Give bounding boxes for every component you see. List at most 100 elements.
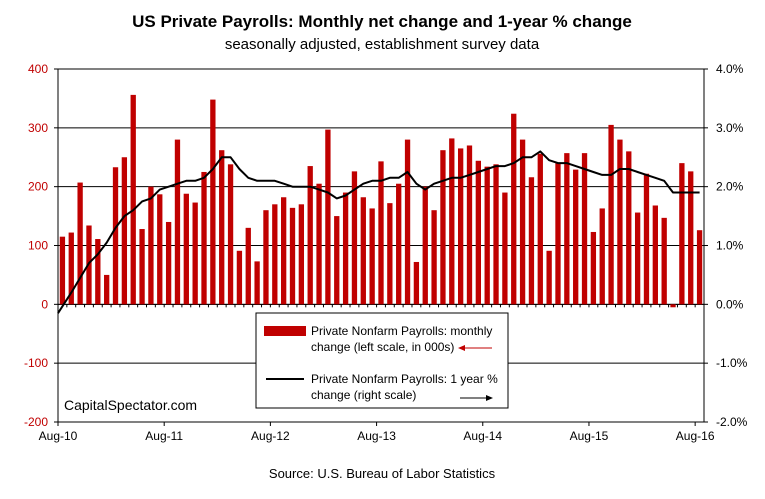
bar: [334, 216, 340, 305]
bar: [590, 231, 597, 305]
left-tick-label: -100: [24, 356, 48, 370]
right-tick-label: 0.0%: [716, 297, 744, 311]
legend-bar-label-1: Private Nonfarm Payrolls: monthly: [311, 324, 492, 338]
bar: [342, 192, 349, 305]
right-tick-label: 1.0%: [716, 239, 744, 253]
bar: [227, 164, 234, 305]
bar: [493, 164, 499, 305]
bar: [475, 160, 481, 305]
right-tick-label: 2.0%: [716, 180, 744, 194]
bar: [484, 166, 490, 305]
bar: [511, 113, 517, 305]
bar: [316, 183, 322, 305]
bar: [608, 124, 614, 305]
right-tick-label: -1.0%: [716, 356, 748, 370]
legend-line-arrowhead-icon: [486, 395, 493, 401]
bar: [378, 161, 384, 305]
bar: [413, 261, 420, 305]
bar: [272, 204, 278, 305]
x-tick-label: Aug-11: [145, 429, 183, 443]
bar: [210, 99, 216, 305]
left-tick-label: 0: [41, 297, 48, 311]
bar: [626, 151, 632, 305]
bar: [307, 166, 313, 305]
bar: [148, 186, 154, 305]
bar: [121, 157, 128, 305]
bar: [298, 204, 305, 305]
bar: [440, 150, 446, 305]
legend-bar-arrowhead-icon: [458, 345, 465, 351]
bar: [77, 182, 83, 305]
bar: [617, 139, 623, 305]
bar: [670, 304, 676, 308]
bar: [688, 171, 694, 305]
right-tick-label: 4.0%: [716, 62, 744, 76]
bar: [564, 153, 570, 305]
right-axis: 4.0% 3.0% 2.0% 1.0% 0.0% -1.0% -2.0%: [704, 62, 748, 429]
bar: [457, 148, 464, 305]
bar: [396, 183, 402, 305]
bar: [289, 207, 296, 305]
bar: [387, 203, 393, 305]
bar: [652, 205, 658, 305]
bar: [360, 197, 366, 305]
bar: [634, 212, 641, 305]
left-tick-label: 200: [28, 180, 48, 194]
bar: [404, 139, 411, 305]
bar: [281, 197, 287, 305]
x-tick-label: Aug-14: [463, 429, 502, 443]
bar: [165, 221, 172, 305]
bar: [599, 208, 605, 305]
legend: Private Nonfarm Payrolls: monthly change…: [255, 312, 509, 409]
bar: [537, 153, 543, 305]
bar: [351, 171, 358, 305]
chart-subtitle: seasonally adjusted, establishment surve…: [225, 36, 540, 53]
bar: [68, 232, 74, 305]
legend-line-label-1: Private Nonfarm Payrolls: 1 year %: [311, 372, 498, 386]
left-tick-label: 400: [28, 62, 48, 76]
bar: [369, 208, 375, 305]
left-tick-label: 300: [28, 121, 48, 135]
bar: [555, 163, 561, 305]
bar: [254, 261, 260, 305]
bar: [95, 239, 101, 305]
x-tick-label: Aug-10: [39, 429, 78, 443]
bar: [245, 227, 251, 305]
bar: [104, 274, 110, 305]
bar: [174, 139, 181, 305]
legend-bar-label-2: change (left scale, in 000s): [311, 340, 454, 354]
bar: [219, 150, 225, 305]
line-series: [57, 150, 700, 314]
bar: [263, 210, 269, 305]
left-tick-label: 100: [28, 239, 48, 253]
x-tick-label: Aug-13: [357, 429, 396, 443]
bar: [422, 186, 428, 305]
bar: [661, 217, 667, 305]
bar: [112, 167, 119, 305]
right-tick-label: 3.0%: [716, 121, 744, 135]
bar: [236, 250, 243, 305]
bar: [157, 194, 163, 305]
bar: [183, 193, 189, 305]
bar: [581, 153, 588, 305]
legend-line-label-2: change (right scale): [311, 388, 416, 402]
x-tick-label: Aug-16: [676, 429, 715, 443]
bar: [466, 145, 473, 305]
left-tick-label: -200: [24, 415, 48, 429]
bar: [130, 94, 136, 305]
legend-box: [255, 312, 509, 409]
x-tick-label: Aug-12: [251, 429, 290, 443]
series-line: [57, 150, 700, 314]
bar-series: [59, 94, 703, 308]
left-axis: 400 300 200 100 0 -100 -200: [24, 62, 58, 429]
bar: [192, 202, 198, 305]
bar: [502, 192, 508, 305]
bar: [139, 229, 145, 305]
bar: [201, 171, 207, 305]
bar: [449, 138, 455, 305]
bar: [643, 173, 650, 305]
bar: [325, 129, 331, 305]
x-axis: Aug-10 Aug-11 Aug-12 Aug-13 Aug-14 Aug-15 Aug-…: [39, 422, 715, 443]
chart-source: Source: U.S. Bureau of Labor Statistics: [269, 466, 496, 481]
